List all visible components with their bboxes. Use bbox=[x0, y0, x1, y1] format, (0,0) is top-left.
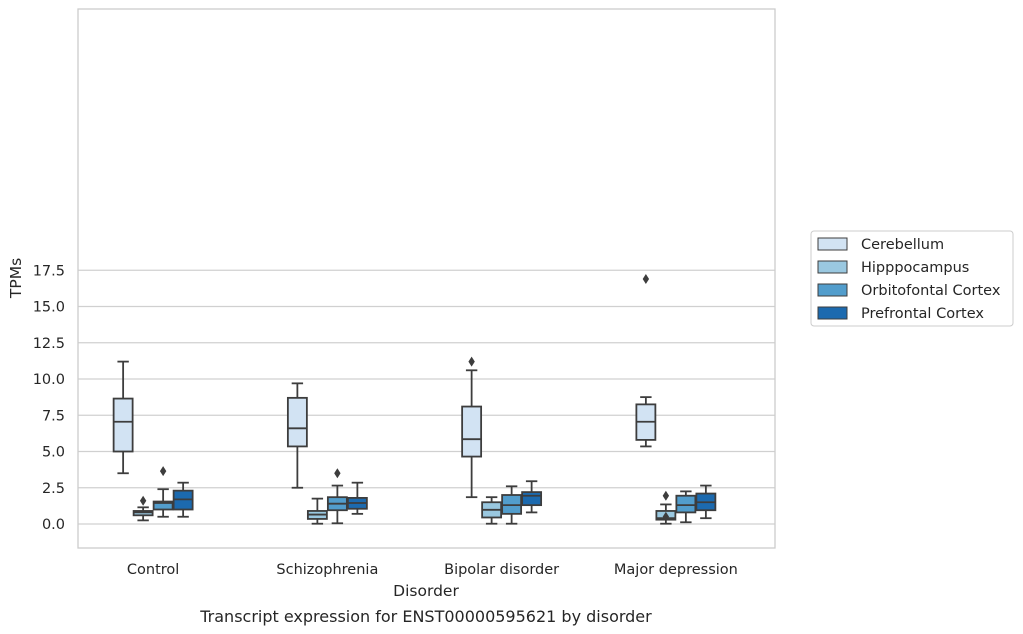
legend-swatch bbox=[817, 260, 848, 274]
legend-entry: Prefrontal Cortex bbox=[861, 306, 984, 322]
box-orbitofontal-cortex bbox=[675, 490, 697, 524]
box-iqr bbox=[112, 397, 134, 453]
box-hipppocampus bbox=[306, 497, 328, 525]
legend-swatch bbox=[817, 237, 848, 251]
legend-swatch bbox=[817, 283, 848, 297]
legend-entry: Cerebellum bbox=[861, 237, 944, 253]
box-orbitofontal-cortex bbox=[326, 468, 348, 525]
y-tick-label: 7.5 bbox=[42, 408, 65, 424]
outlier-point bbox=[642, 273, 650, 284]
outlier-point bbox=[334, 468, 341, 479]
box-series bbox=[112, 273, 717, 525]
legend: Cerebellum Hipppocampus Orbitofontal Corte… bbox=[810, 230, 1014, 327]
y-tick-label: 12.5 bbox=[33, 336, 65, 352]
box-cerebellum bbox=[635, 273, 657, 448]
y-axis-label: TPMs bbox=[7, 258, 25, 299]
box-orbitofontal-cortex bbox=[501, 485, 523, 525]
box-iqr bbox=[461, 405, 483, 458]
x-tick-label: Schizophrenia bbox=[276, 562, 378, 578]
legend-frame bbox=[810, 230, 1014, 327]
x-axis-label: Disorder bbox=[393, 582, 459, 600]
y-tick-label: 17.5 bbox=[33, 263, 65, 279]
box-prefrontal-cortex bbox=[346, 481, 368, 515]
x-tick-labels: Control Schizophrenia Bipolar disorder Majo… bbox=[127, 562, 738, 578]
box-cerebellum bbox=[286, 382, 308, 489]
legend-entry: Orbitofontal Cortex bbox=[861, 283, 1001, 299]
box-iqr bbox=[521, 491, 543, 507]
box-prefrontal-cortex bbox=[695, 484, 717, 520]
box-prefrontal-cortex bbox=[521, 480, 543, 514]
chart-caption: Transcript expression for ENST0000059562… bbox=[199, 607, 652, 626]
x-tick-label: Bipolar disorder bbox=[444, 562, 559, 578]
x-tick-label: Control bbox=[127, 562, 179, 578]
outlier-point bbox=[159, 466, 167, 477]
y-tick-label: 10.0 bbox=[33, 372, 65, 388]
box-hipppocampus bbox=[132, 495, 154, 522]
y-tick-label: 2.5 bbox=[42, 481, 65, 497]
box-iqr bbox=[286, 396, 308, 448]
y-tick-label: 5.0 bbox=[42, 445, 65, 461]
outlier-point bbox=[139, 495, 147, 506]
legend-entry: Hipppocampus bbox=[861, 260, 969, 276]
grid-lines bbox=[78, 269, 775, 525]
plot-frame bbox=[77, 8, 776, 549]
legend-swatch bbox=[817, 306, 848, 320]
outlier-point bbox=[662, 511, 670, 522]
x-tick-label: Major depression bbox=[614, 562, 738, 578]
outlier-point bbox=[662, 490, 670, 501]
box-hipppocampus bbox=[481, 496, 503, 525]
y-tick-label: 0.0 bbox=[42, 517, 65, 533]
box-hipppocampus bbox=[655, 490, 677, 525]
y-tick-label: 15.0 bbox=[33, 300, 65, 316]
outlier-point bbox=[468, 356, 475, 367]
y-tick-labels: 0.0 2.5 5.0 7.5 10.0 12.5 15.0 17.5 bbox=[33, 263, 65, 533]
box-prefrontal-cortex bbox=[172, 481, 194, 518]
box-iqr bbox=[675, 494, 697, 514]
box-iqr bbox=[152, 500, 174, 511]
box-cerebellum bbox=[461, 356, 483, 499]
box-orbitofontal-cortex bbox=[152, 466, 174, 518]
box-cerebellum bbox=[112, 360, 134, 475]
